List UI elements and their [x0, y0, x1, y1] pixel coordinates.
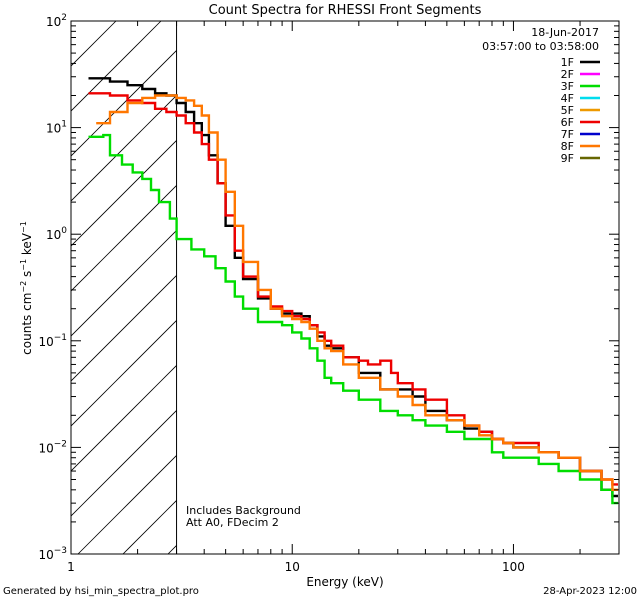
- x-tick-label: 1: [67, 560, 75, 574]
- y-axis: 10−3 10−2 10−1 100 101 102: [38, 13, 619, 562]
- y-axis-label-mid1: s: [20, 271, 34, 281]
- series-1F-line: [88, 77, 618, 498]
- x-axis: 1 10 100: [67, 21, 620, 574]
- hatch-line: [71, 21, 117, 67]
- excluded-region-hatch: [71, 21, 640, 554]
- data-series: [88, 77, 618, 505]
- y-tick-label: 10−1: [38, 333, 67, 349]
- y-axis-label-exp2: −1: [19, 259, 28, 271]
- hatch-line: [213, 21, 640, 554]
- date-label: 18-Jun-2017: [531, 26, 599, 39]
- y-tick-label: 102: [46, 13, 67, 29]
- x-tick-label: 10: [285, 560, 300, 574]
- legend-label-8F: 8F: [561, 140, 574, 153]
- legend-label-3F: 3F: [561, 80, 574, 93]
- hatch-line: [71, 49, 177, 157]
- legend-label-7F: 7F: [561, 128, 574, 141]
- series-8F-line: [96, 94, 618, 491]
- y-tick-label: 10−3: [38, 546, 67, 562]
- y-axis-label: counts cm−2 s−1 keV−1: [19, 221, 34, 355]
- hatch-line: [71, 139, 177, 247]
- hatch-line: [77, 454, 177, 554]
- y-tick-label: 100: [46, 226, 67, 242]
- hatch-line: [71, 21, 162, 112]
- time-range-label: 03:57:00 to 03:58:00: [482, 40, 599, 53]
- annotation-attenuator: Att A0, FDecim 2: [186, 516, 279, 529]
- chart-title: Count Spectra for RHESSI Front Segments: [209, 3, 482, 18]
- y-axis-label-mid2: keV: [20, 232, 34, 259]
- y-axis-label-exp1: −2: [19, 281, 28, 293]
- y-tick-label: 101: [46, 120, 67, 136]
- footer-generator: Generated by hsi_min_spectra_plot.pro: [3, 586, 199, 597]
- hatch-line: [71, 21, 72, 22]
- x-axis-label: Energy (keV): [306, 575, 383, 589]
- hatch-line: [71, 229, 177, 337]
- hatch-line: [71, 364, 177, 472]
- x-tick-label: 100: [502, 560, 525, 574]
- legend-label-5F: 5F: [561, 104, 574, 117]
- footer-date: 28-Apr-2023 12:00: [543, 586, 637, 597]
- plot-frame: [70, 20, 620, 555]
- legend-label-6F: 6F: [561, 116, 574, 129]
- legend-label-1F: 1F: [561, 56, 574, 69]
- legend-label-4F: 4F: [561, 92, 574, 105]
- y-tick-label: 10−2: [38, 439, 67, 455]
- series-3F-line: [88, 133, 618, 505]
- hatch-line: [71, 274, 177, 382]
- y-axis-label-exp3: −1: [19, 221, 28, 233]
- annotation-background: Includes Background: [186, 504, 301, 517]
- legend-label-9F: 9F: [561, 152, 574, 165]
- series-6F-line: [88, 92, 618, 486]
- hatch-line: [71, 409, 177, 517]
- y-axis-label-base: counts cm: [20, 293, 34, 355]
- hatch-line: [71, 184, 177, 292]
- legend-label-2F: 2F: [561, 68, 574, 81]
